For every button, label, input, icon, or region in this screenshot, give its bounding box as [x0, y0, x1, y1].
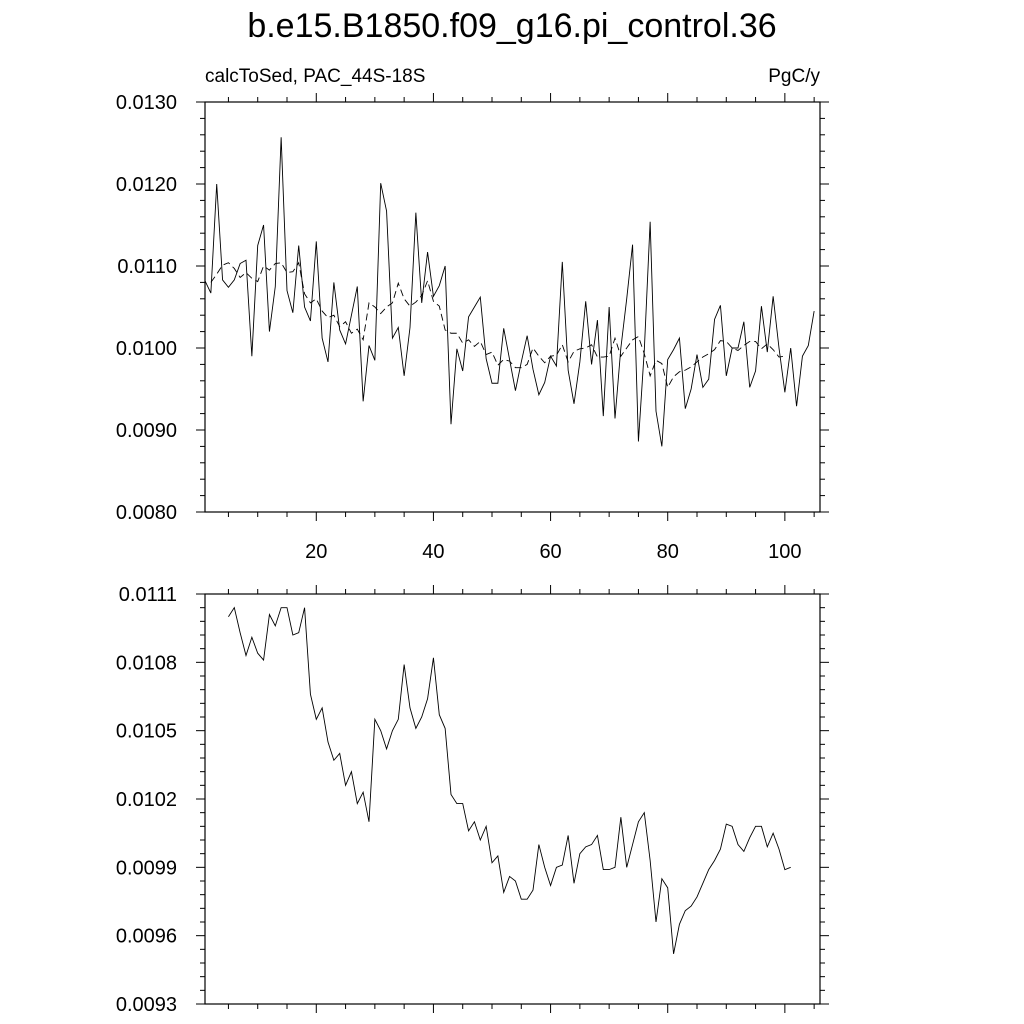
top-series-line-solid — [204, 137, 815, 447]
bottom-y-tick-label: 0.0111 — [119, 584, 177, 606]
bottom-series-line-solid — [228, 606, 791, 954]
top-y-tick-label: 0.0100 — [116, 338, 177, 360]
top-x-tick-label: 100 — [768, 541, 801, 563]
bottom-plot-marks: 0.0093 0.0096 0.0099 0.0102 0.0105 0.0108 0.01… — [116, 584, 829, 1016]
chart-title: b.e15.B1850.f09_g16.pi_control.36 — [247, 7, 776, 45]
bottom-y-tick-label: 0.0099 — [116, 857, 177, 879]
bottom-y-tick-label: 0.0108 — [116, 652, 177, 674]
bottom-y-tick-label: 0.0093 — [116, 994, 177, 1016]
top-x-tick-label: 20 — [305, 541, 327, 563]
top-x-tick-label: 80 — [657, 541, 679, 563]
bottom-y-tick-label: 0.0102 — [116, 789, 177, 811]
top-left-label: calcToSed, PAC_44S-18S — [205, 66, 425, 87]
bottom-plot-frame — [204, 593, 821, 1005]
top-right-label: PgC/y — [768, 66, 820, 87]
top-x-tick-label: 60 — [539, 541, 561, 563]
top-plot-frame — [204, 101, 821, 513]
top-y-tick-label: 0.0130 — [116, 92, 177, 114]
top-panel: calcToSed, PAC_44S-18S PgC/y 0.0080 0.009… — [116, 66, 829, 563]
top-y-tick-label: 0.0090 — [116, 420, 177, 442]
top-series-line-dashed — [210, 261, 785, 389]
bottom-y-tick-label: 0.0105 — [116, 721, 177, 743]
top-y-tick-label: 0.0120 — [116, 174, 177, 196]
top-y-tick-label: 0.0080 — [116, 502, 177, 524]
top-y-tick-label: 0.0110 — [117, 256, 177, 278]
bottom-panel: 0.0093 0.0096 0.0099 0.0102 0.0105 0.0108 0.01… — [116, 584, 829, 1016]
top-x-tick-label: 40 — [422, 541, 444, 563]
top-plot-marks: 0.0080 0.0090 0.0100 0.0110 0.0120 0.0130 20 40… — [116, 92, 829, 563]
bottom-y-tick-label: 0.0096 — [116, 926, 177, 948]
